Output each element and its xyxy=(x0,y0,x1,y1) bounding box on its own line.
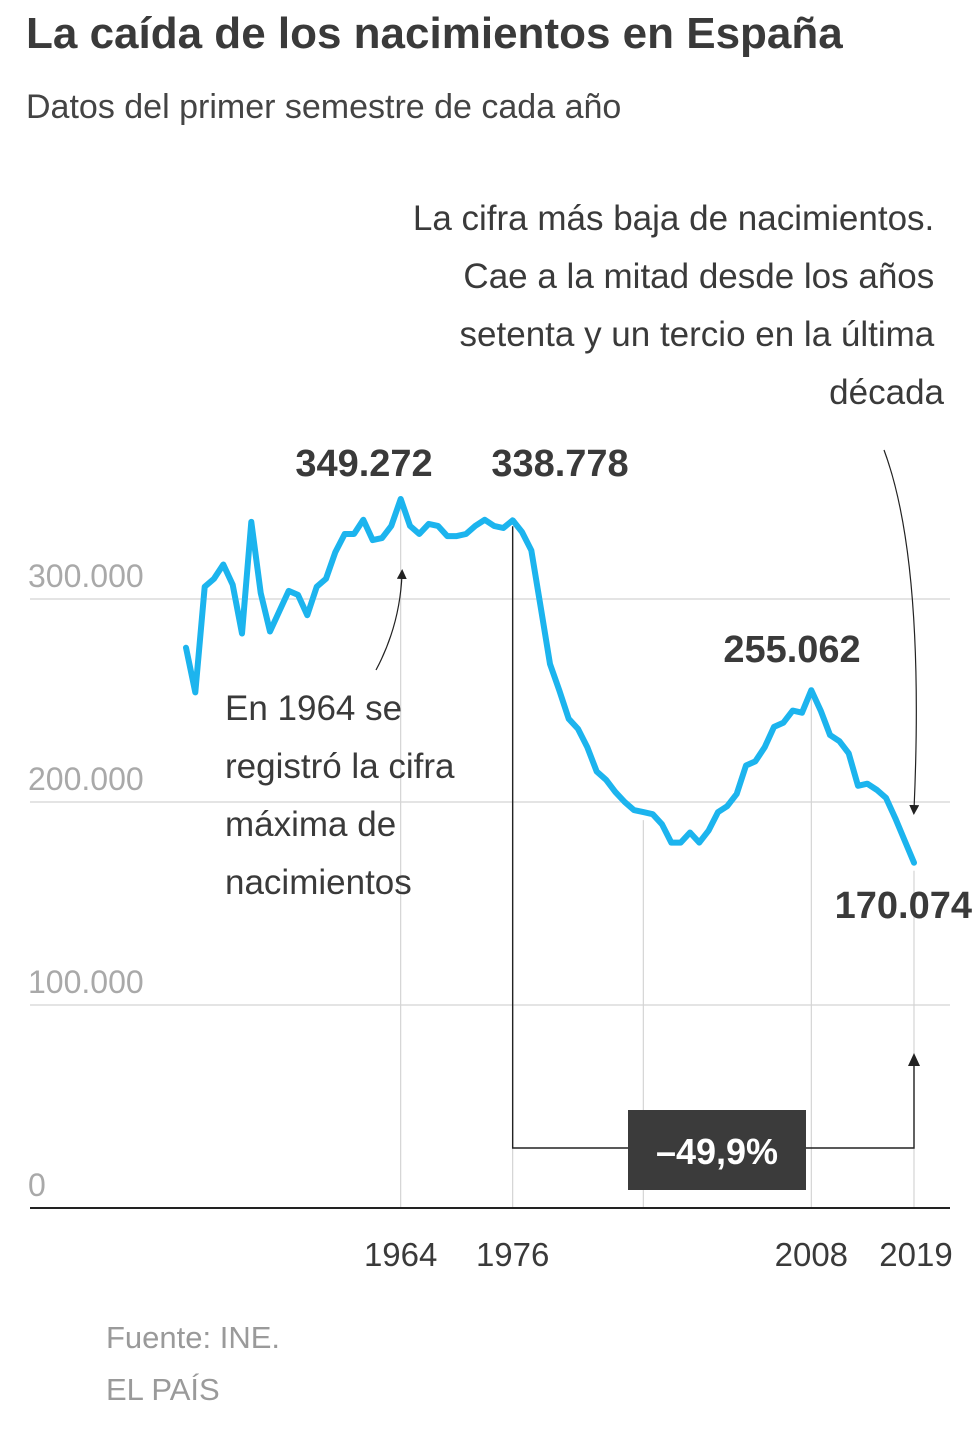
low-note-line: La cifra más baja de nacimientos. xyxy=(413,199,934,238)
peak-note: En 1964 se registró la cifra máxima de n… xyxy=(225,689,464,902)
y-tick-label: 100.000 xyxy=(28,964,144,1000)
change-bracket-arrow xyxy=(908,1053,920,1066)
x-tick-label: 2019 xyxy=(879,1236,952,1273)
value-labels: 349.272 338.778 255.062 170.074 xyxy=(295,443,972,927)
change-bracket xyxy=(511,526,915,1149)
change-label: –49,9% xyxy=(656,1131,778,1172)
low-note-line: Cae a la mitad desde los años xyxy=(463,257,934,296)
x-axis-ticks: 1964 1976 2008 2019 xyxy=(364,1236,953,1273)
value-label: 338.778 xyxy=(491,443,628,485)
peak-note-line: registró la cifra xyxy=(225,747,455,786)
chart-title: La caída de los nacimientos en España xyxy=(26,9,843,58)
low-note: La cifra más baja de nacimientos. Cae a … xyxy=(413,199,945,412)
y-axis-ticks: 0 100.000 200.000 300.000 xyxy=(28,558,144,1203)
peak-note-line: nacimientos xyxy=(225,863,412,902)
low-note-line: década xyxy=(829,373,944,412)
x-tick-label: 1964 xyxy=(364,1236,437,1273)
low-note-line: setenta y un tercio en la última xyxy=(460,315,935,354)
chart-subtitle: Datos del primer semestre de cada año xyxy=(26,88,621,126)
value-label: 170.074 xyxy=(835,885,972,927)
series-line xyxy=(183,496,917,866)
source-note: Fuente: INE. xyxy=(106,1320,280,1355)
value-label: 255.062 xyxy=(723,629,860,671)
peak-note-line: En 1964 se xyxy=(225,689,402,728)
change-label-box xyxy=(628,1110,806,1190)
x-guide-lines xyxy=(400,506,915,1208)
births-series-line xyxy=(183,496,917,866)
value-label: 349.272 xyxy=(295,443,432,485)
x-tick-label: 1976 xyxy=(476,1236,549,1273)
y-tick-label: 0 xyxy=(28,1167,46,1203)
x-tick-label: 2008 xyxy=(775,1236,848,1273)
peak-note-line: máxima de xyxy=(225,805,396,844)
low-note-arrow xyxy=(883,449,920,815)
brand-name: EL PAÍS xyxy=(106,1372,220,1407)
grid-lines xyxy=(30,598,950,1006)
y-tick-label: 300.000 xyxy=(28,558,144,594)
peak-note-arrow xyxy=(375,569,407,671)
y-tick-label: 200.000 xyxy=(28,761,144,797)
